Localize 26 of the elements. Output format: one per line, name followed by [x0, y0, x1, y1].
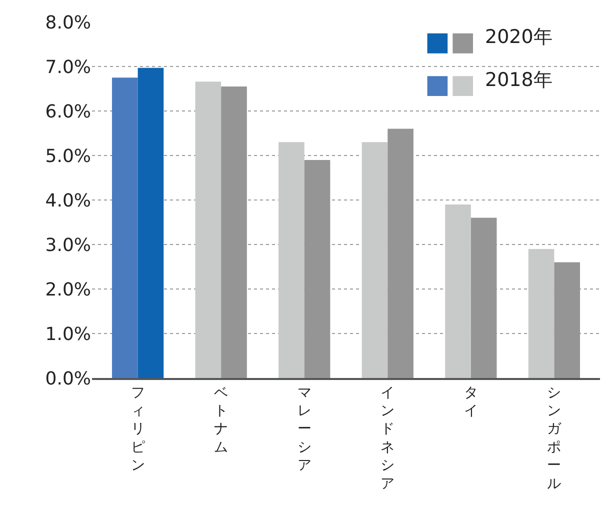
- bar: [138, 68, 164, 378]
- bar: [362, 142, 388, 378]
- y-tick-label: 7.0%: [45, 56, 91, 78]
- y-tick-label: 6.0%: [45, 101, 91, 122]
- x-tick-label: フィリピン: [130, 384, 145, 474]
- y-tick-label: 8.0%: [45, 12, 91, 34]
- bar: [528, 248, 554, 378]
- bar: [112, 78, 138, 378]
- legend-label: 2020年: [485, 26, 552, 48]
- y-tick-label: 0.0%: [45, 368, 91, 390]
- x-tick-label: ベトナム: [214, 384, 228, 456]
- bar: [304, 160, 330, 378]
- bar: [388, 128, 414, 378]
- y-tick-label: 1.0%: [45, 324, 91, 345]
- y-tick-label: 5.0%: [45, 146, 91, 167]
- bar: [278, 142, 304, 378]
- x-tick-label: インドネシア: [380, 384, 395, 492]
- bar: [445, 204, 471, 378]
- legend-label: 2018年: [485, 69, 552, 91]
- y-tick-label: 4.0%: [45, 190, 91, 212]
- y-tick-label: 2.0%: [45, 279, 91, 300]
- bar: [195, 82, 222, 378]
- x-tick-label: マレーシア: [297, 384, 312, 474]
- x-tick-label: シンガポール: [547, 384, 562, 492]
- x-tick-label: タイ: [464, 384, 478, 419]
- y-tick-label: 3.0%: [45, 234, 91, 256]
